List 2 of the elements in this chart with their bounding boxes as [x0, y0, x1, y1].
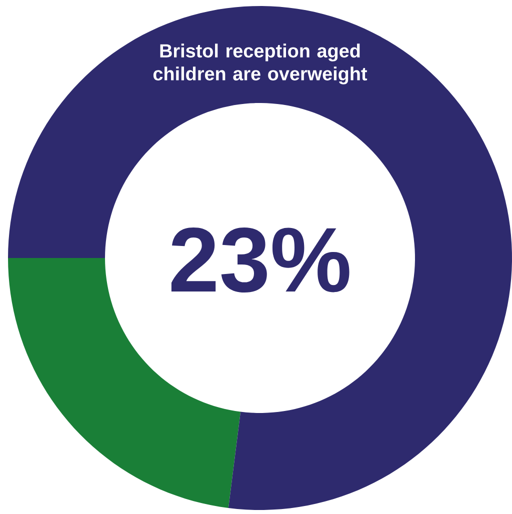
text: 23%: [171, 227, 350, 293]
text: Bristol reception aged children are overweight: [153, 44, 368, 84]
